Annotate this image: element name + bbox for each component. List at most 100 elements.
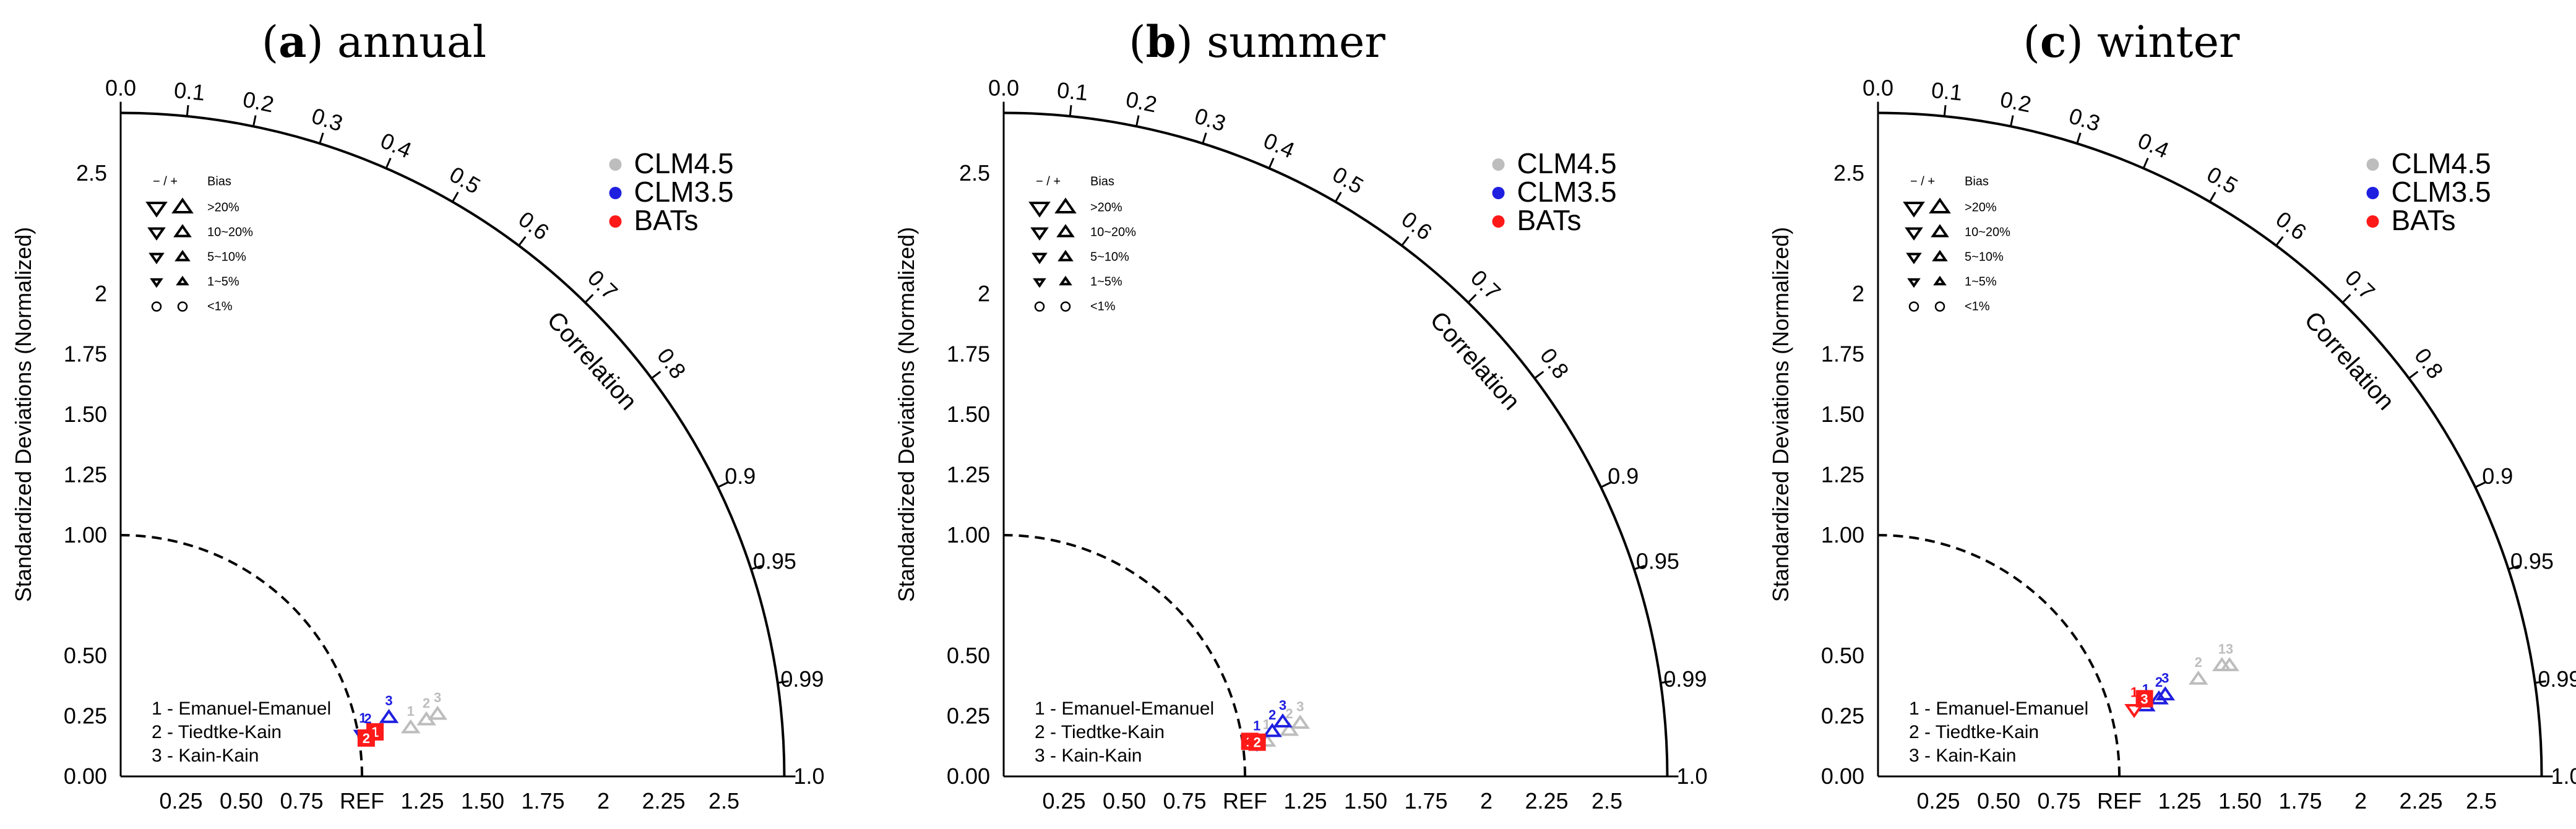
corr-tick (1534, 371, 1544, 379)
legend-label: CLM3.5 (1517, 176, 1617, 208)
y-tick-label: 1.00 (1821, 522, 1864, 548)
outer-arc (120, 111, 786, 777)
x-tick-label: 1.75 (2278, 788, 2322, 814)
bias-legend-down-icon (145, 201, 168, 218)
y-tick-label: 0.00 (1821, 763, 1864, 789)
correlation-title: Correlation (1424, 306, 1525, 415)
corr-tick (2208, 191, 2216, 202)
experiment-label: 2 - Tiedtke-Kain (1035, 722, 1165, 742)
data-point-triangle (2149, 690, 2169, 705)
corr-tick (1069, 105, 1072, 117)
data-point-triangle (2155, 686, 2176, 701)
bias-legend-label: 5~10% (207, 251, 246, 264)
data-point-label: 2 (1285, 706, 1293, 721)
bias-legend-down-icon (1030, 227, 1049, 241)
corr-tick (1334, 191, 1342, 202)
y-tick-label: 2.5 (76, 160, 107, 186)
outer-arc (1877, 111, 2543, 777)
bias-legend-up-icon (1929, 197, 1951, 214)
y-tick-label: 1.25 (947, 462, 990, 488)
corr-tick (2275, 236, 2284, 246)
x-tick-label: 1.50 (461, 788, 504, 814)
corr-tick (2535, 680, 2546, 684)
bias-legend-circle-icon (1934, 301, 1945, 312)
corr-tick-label: 1.0 (1676, 763, 1707, 789)
legend-marker (2366, 215, 2379, 228)
corr-tick (1943, 105, 1947, 117)
data-point-triangle (428, 705, 447, 720)
legend-label: BATs (2392, 204, 2456, 236)
reference-arc (120, 534, 363, 777)
x-tick-label: 0.25 (1042, 788, 1085, 814)
x-tick-label: 0.75 (2037, 788, 2080, 814)
y-axis-title: Standardized Deviations (Normalized) (1768, 227, 1793, 602)
bias-legend-up-icon (171, 197, 194, 214)
x-tick-label: 2.5 (709, 788, 739, 814)
corr-tick (777, 680, 789, 684)
data-point-label: 2 (1269, 707, 1276, 723)
corr-tick (651, 371, 661, 379)
corr-tick-label: 1.0 (793, 763, 824, 789)
y-tick-label: 1.50 (64, 402, 107, 427)
corr-tick-label: 0.1 (173, 77, 206, 106)
experiment-label: 1 - Emanuel-Emanuel (1035, 698, 1214, 719)
corr-tick-label: 0.8 (1535, 343, 1574, 384)
data-point-label: 1 (1263, 716, 1270, 732)
bias-legend-up-icon (1059, 275, 1072, 286)
legend-label: BATs (634, 204, 699, 236)
bias-legend-down-icon (150, 278, 163, 288)
x-tick-label: 0.50 (220, 788, 263, 814)
corr-tick-label: 0.99 (1663, 666, 1707, 692)
corr-tick-label: 0.3 (1192, 103, 1229, 136)
corr-tick (2341, 294, 2351, 304)
corr-tick (751, 565, 762, 570)
experiment-label: 3 - Kain-Kain (1035, 745, 1142, 766)
legend-marker (2366, 187, 2379, 199)
data-point-triangle (400, 719, 421, 734)
panel-title: (b) summer (1129, 16, 1385, 67)
bias-legend-up-icon (1931, 224, 1949, 238)
y-tick-label: 1.75 (1821, 341, 1864, 367)
y-tick-label: 2 (1852, 281, 1864, 306)
corr-tick (2508, 565, 2520, 570)
data-point-triangle (1290, 715, 1311, 729)
experiment-label: 1 - Emanuel-Emanuel (152, 698, 331, 719)
taylor-panel-1: (a) annual 0.25 0.50 0.75 REF 1.25 1.50 1.75 2 2.… (11, 16, 825, 814)
bias-legend-circle-icon (1060, 301, 1071, 312)
bias-legend-up-icon (173, 224, 192, 238)
bias-legend-down-icon (1906, 252, 1922, 265)
corr-tick-label: 0.4 (1260, 127, 1298, 163)
x-tick-label: 1.50 (2218, 788, 2262, 814)
data-point-label: 1 (407, 703, 415, 719)
bias-legend-up-icon (1058, 249, 1074, 262)
corr-tick (1600, 481, 1612, 488)
bias-legend-down-icon (1905, 227, 1923, 241)
bias-legend-up-icon (1933, 275, 1947, 286)
y-tick-label: 1.50 (947, 402, 990, 427)
bias-legend-label: 5~10% (1965, 251, 2004, 264)
corr-tick (2475, 481, 2486, 488)
x-tick-label: 1.25 (400, 788, 444, 814)
legend-marker (609, 158, 622, 171)
corr-tick (1401, 236, 1410, 246)
bias-legend-header: Bias (1090, 175, 1114, 189)
x-tick-label: 2 (2354, 788, 2367, 814)
corr-tick (1634, 565, 1645, 570)
corr-tick-label: 0.95 (2510, 549, 2554, 574)
y-tick-label: 0.50 (1821, 643, 1864, 668)
corr-tick-label: 0.9 (2482, 463, 2513, 489)
correlation-title: Correlation (541, 306, 642, 415)
data-point-triangle (2188, 670, 2208, 685)
y-tick-label: 0.25 (1821, 703, 1864, 729)
corr-tick-label: 0.8 (652, 343, 691, 384)
bias-legend-label: 1~5% (207, 275, 239, 289)
panel-title: (c) winter (2023, 16, 2240, 67)
corr-tick (186, 105, 189, 117)
corr-tick (518, 236, 527, 246)
y-tick-label: 0.00 (947, 763, 990, 789)
x-tick-label: 2.5 (2466, 788, 2497, 814)
y-tick-label: 0.50 (64, 643, 107, 668)
data-point-square (357, 729, 375, 747)
legend-marker (609, 187, 622, 199)
corr-tick-label: 0.1 (1056, 77, 1089, 106)
